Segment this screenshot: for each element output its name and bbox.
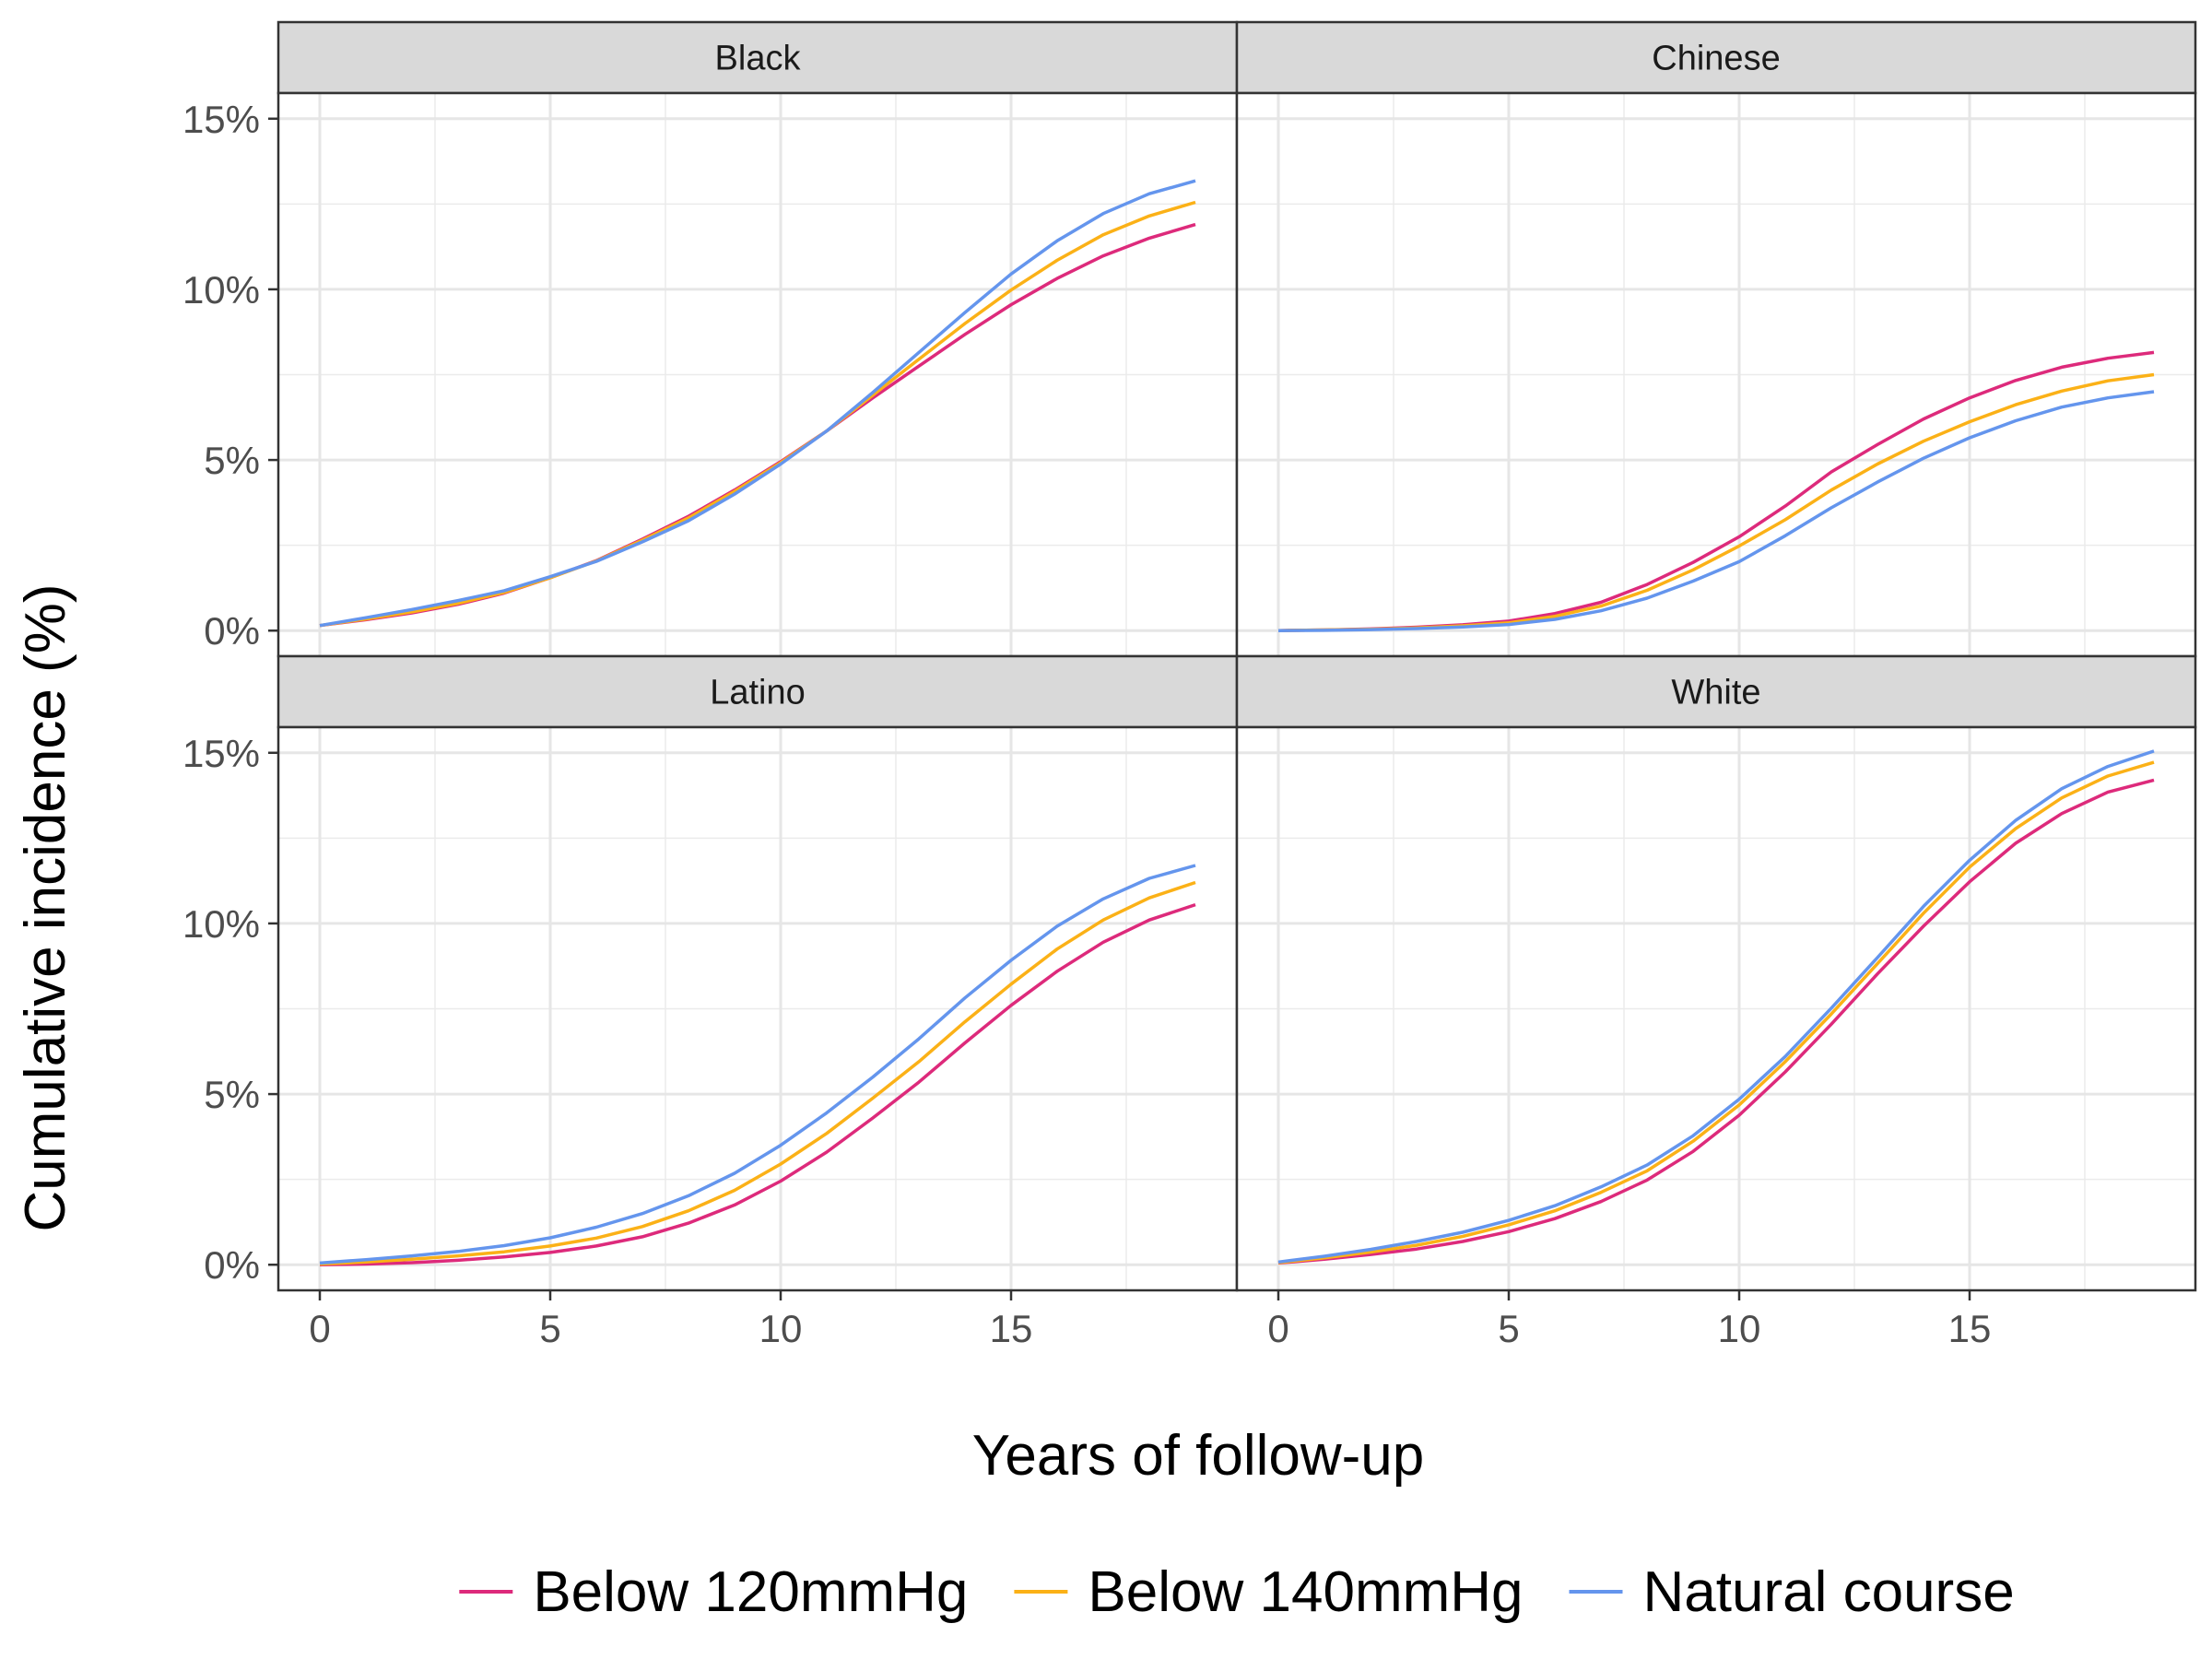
legend-label-below-120mmhg: Below 120mmHg <box>533 1560 968 1624</box>
panel-latino: Latino 0% 5% 10% 15% 0 5 10 15 <box>182 654 1239 1350</box>
panel-black: Black 0% 5% 10% 15% <box>182 20 1239 658</box>
x-tick-label: 15 <box>990 1307 1033 1350</box>
panel-white-border <box>1235 725 2197 1292</box>
panel-chinese-line-natural-course <box>1277 390 2155 632</box>
panel-black-line-natural-course <box>319 179 1196 628</box>
y-tick-label: 10% <box>182 902 260 946</box>
panel-latino-strip <box>276 654 1239 729</box>
panel-white-line-below-140mmhg <box>1277 760 2155 1265</box>
panel-white-line-natural-course <box>1277 749 2155 1265</box>
panel-black-strip-label: Black <box>715 40 802 78</box>
panel-white-strip-label: White <box>1671 674 1760 712</box>
x-tick-label: 0 <box>1267 1307 1288 1350</box>
x-axis-title: Years of follow-up <box>972 1424 1425 1488</box>
x-tick-label: 15 <box>1948 1307 1992 1350</box>
panels: Black 0% 5% 10% 15% Chinese Latino 0% 5% 10% 15% 0 5… <box>182 20 2197 1350</box>
panel-latino-line-natural-course <box>319 864 1196 1265</box>
y-tick-label: 5% <box>204 439 260 482</box>
panel-white: White 0 5 10 15 <box>1235 654 2197 1350</box>
x-tick-label: 10 <box>759 1307 803 1350</box>
legend: Below 120mmHg Below 140mmHg Natural course <box>459 1560 2015 1624</box>
legend-label-natural-course: Natural course <box>1643 1560 2015 1624</box>
y-tick-label: 15% <box>182 98 260 141</box>
y-axis-title: Cumulative incidence (%) <box>14 584 77 1232</box>
y-tick-label: 0% <box>204 1243 260 1287</box>
x-tick-label: 5 <box>1498 1307 1519 1350</box>
panel-white-line-below-120mmhg <box>1277 778 2155 1265</box>
x-tick-label: 10 <box>1718 1307 1761 1350</box>
panel-latino-line-below-120mmhg <box>319 902 1196 1266</box>
panel-black-line-below-140mmhg <box>319 200 1196 628</box>
y-tick-label: 5% <box>204 1073 260 1116</box>
y-tick-label: 0% <box>204 609 260 653</box>
panel-white-strip <box>1235 654 2197 729</box>
panel-chinese-strip-label: Chinese <box>1652 40 1780 78</box>
y-tick-label: 15% <box>182 732 260 775</box>
legend-label-below-140mmhg: Below 140mmHg <box>1088 1560 1523 1624</box>
x-tick-label: 0 <box>309 1307 330 1350</box>
y-tick-label: 10% <box>182 268 260 312</box>
x-tick-label: 5 <box>539 1307 560 1350</box>
panel-latino-line-below-140mmhg <box>319 880 1196 1266</box>
panel-chinese: Chinese <box>1235 20 2197 658</box>
panel-latino-strip-label: Latino <box>710 674 806 712</box>
panel-black-strip <box>276 20 1239 95</box>
